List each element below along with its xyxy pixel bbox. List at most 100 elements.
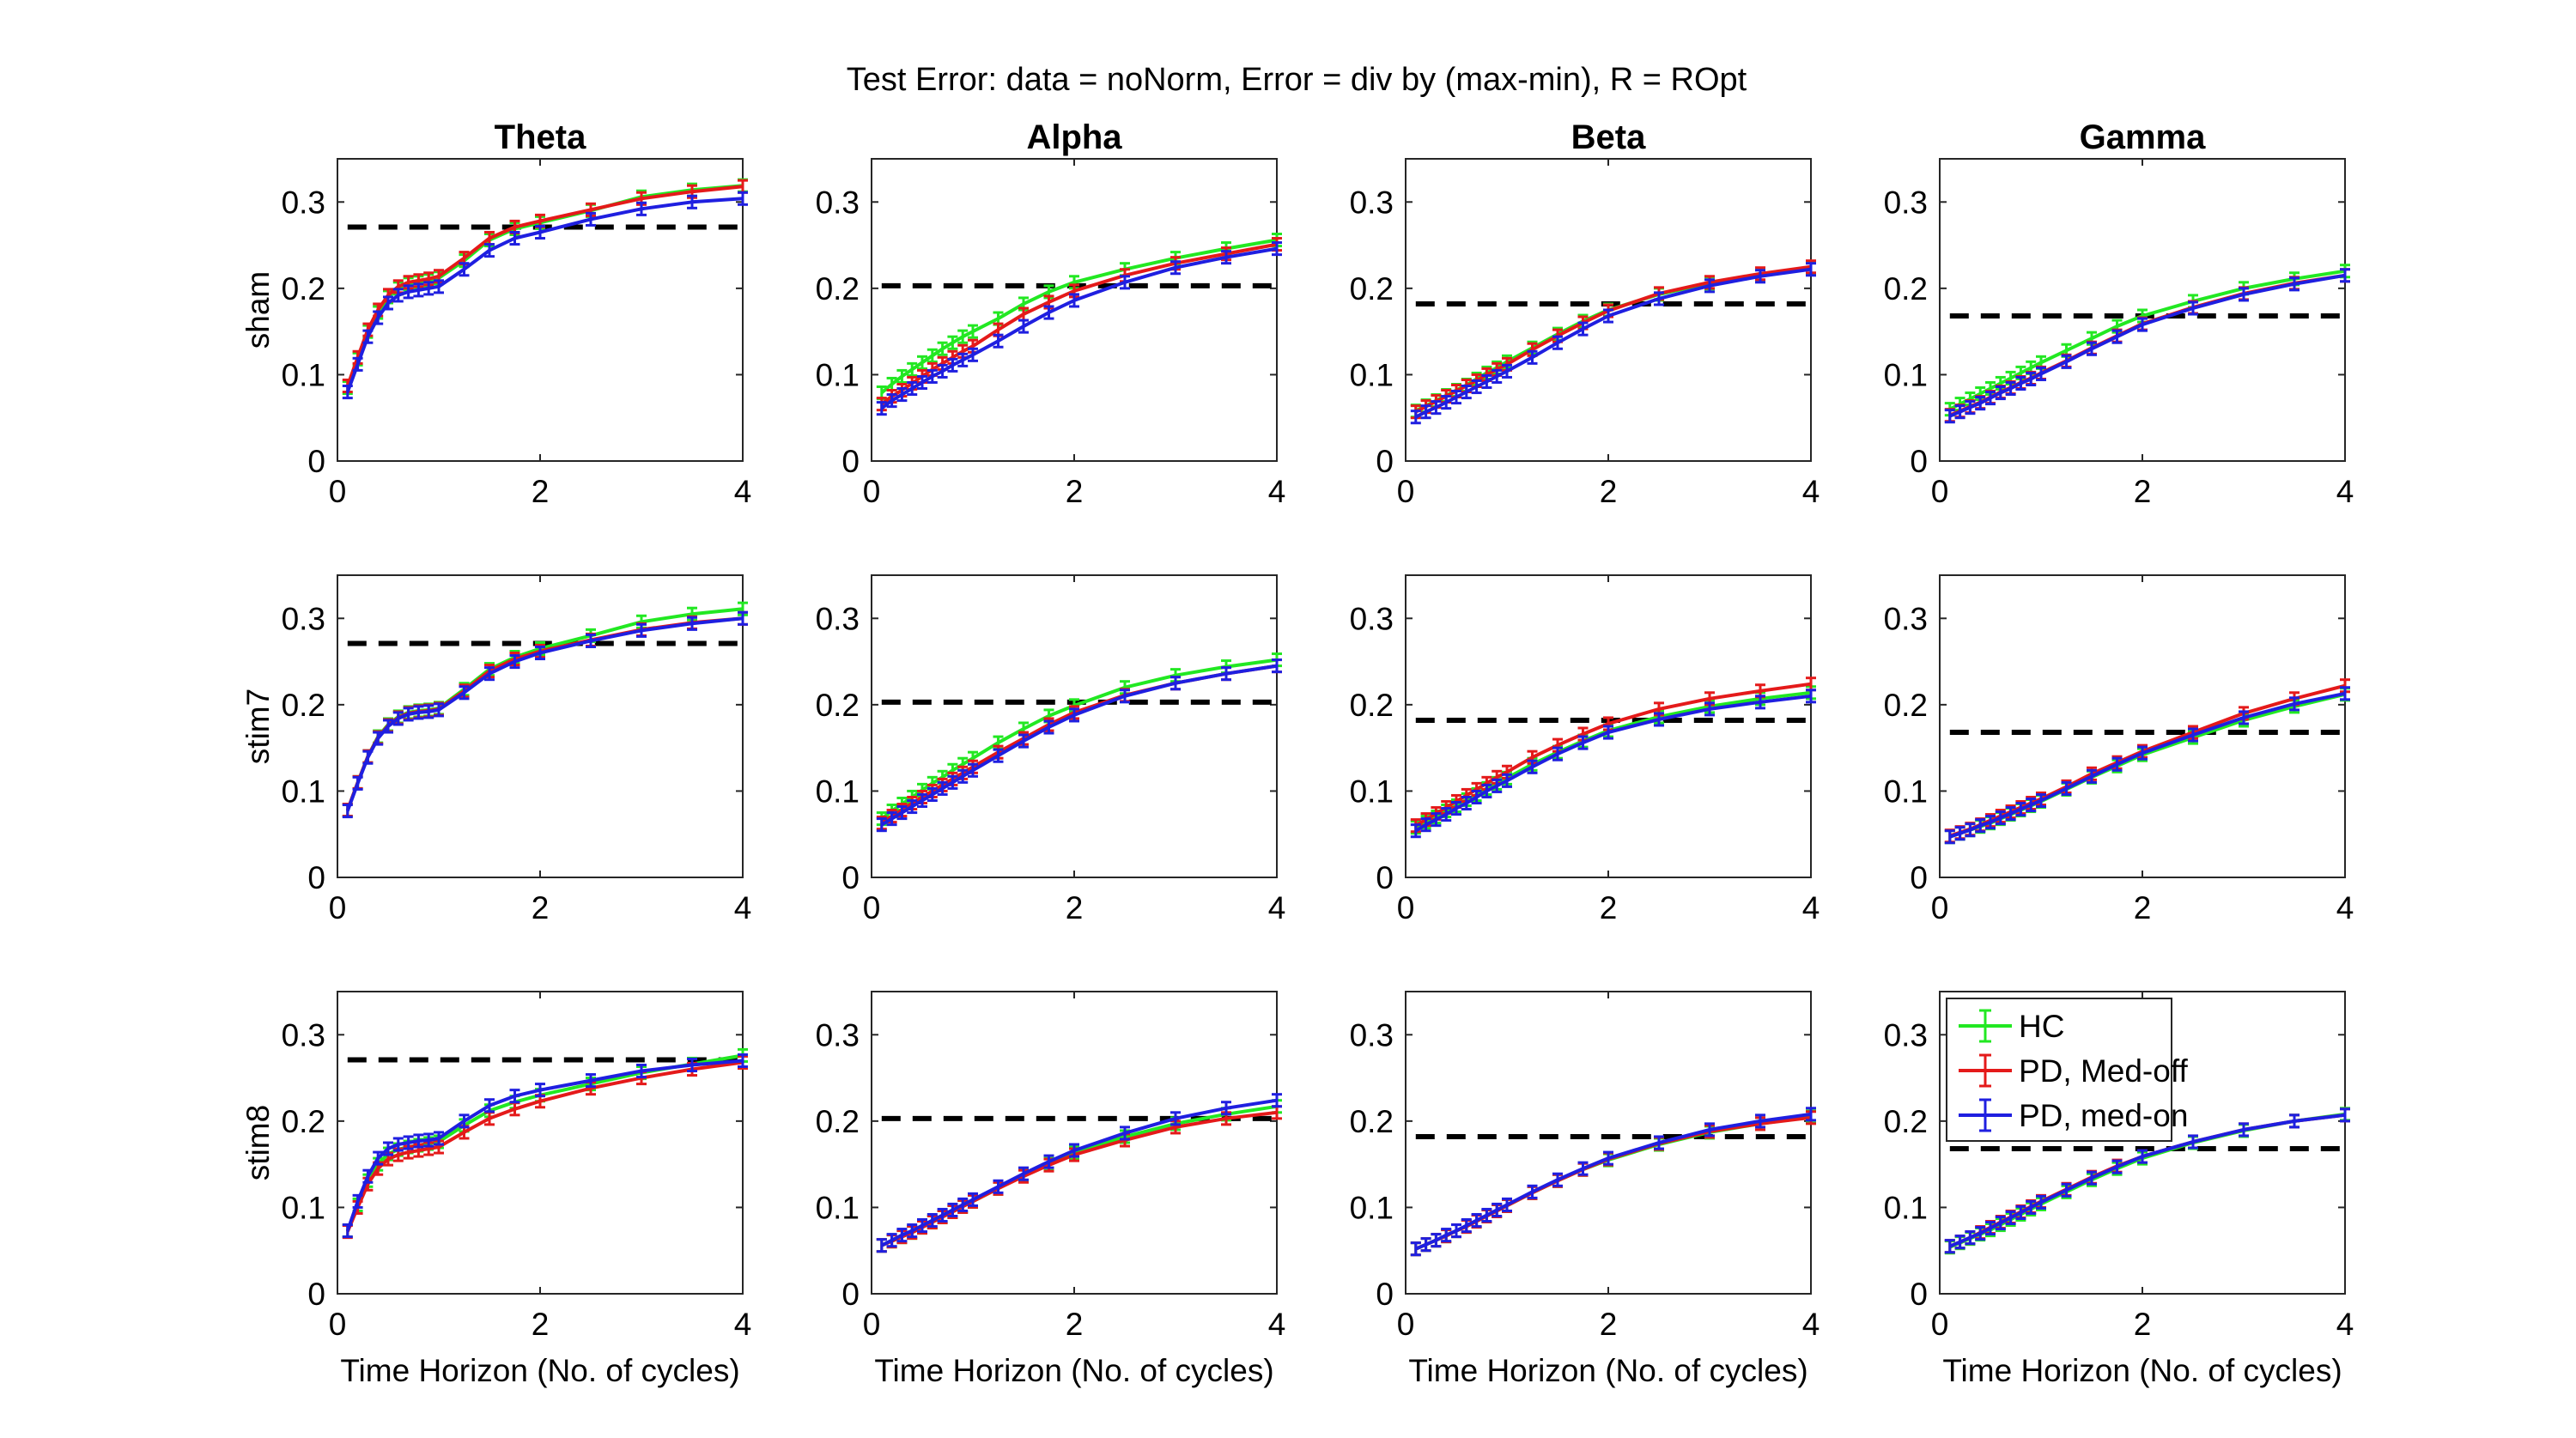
series-line [1949,1113,2346,1248]
x-tick-label: 2 [1066,890,1084,925]
axes-box [1405,991,1812,1295]
error-bar-point [738,1053,748,1068]
error-bar-point [2087,341,2097,356]
error-bar-point [1221,666,1231,682]
error-bar-point [2005,1210,2016,1226]
error-bar-point [907,798,918,815]
error-bar-point [896,368,908,384]
error-bar-point [886,811,897,827]
y-tick-label: 0.2 [1884,688,1928,723]
x-tick-label: 0 [1397,1307,1415,1342]
error-bar-point [1577,735,1589,750]
x-tick-label: 4 [1802,890,1820,925]
error-bar-point [1502,363,1512,379]
panel-sham-alpha: 0 2 4 0 0.1 0.2 0.3 Alpha [816,118,1286,509]
x-tick-label: 0 [1931,890,1949,925]
axes-box [337,574,744,878]
x-tick-label: 4 [734,1307,752,1342]
y-tick-label: 0.3 [1350,1017,1394,1053]
y-tick-label: 0.1 [1884,774,1928,809]
error-bar-point [1975,1226,1986,1241]
error-bar-point [362,1168,374,1184]
error-bar-point [1954,404,1965,420]
error-bar-point [2061,1182,2072,1198]
error-bar-point [917,792,927,809]
error-bar-point [342,804,353,819]
x-tick-label: 4 [1268,1307,1286,1342]
error-bar-point [993,1179,1004,1194]
error-bar-point [423,1132,434,1148]
error-bar-point [1603,725,1613,740]
error-bar-point [2026,1199,2037,1215]
legend-entry-hc: HC [1959,1009,2064,1044]
column-title: Beta [1571,118,1646,156]
y-tick-label: 0.3 [1350,185,1394,220]
x-tick-label: 4 [1268,474,1286,509]
error-bar-point [1965,822,1976,838]
x-tick-label: 4 [2336,890,2354,925]
y-tick-label: 0 [307,444,325,479]
series-pd-med-on [1410,262,1816,425]
error-bar-point [1502,1197,1512,1212]
subplot-grid: 0 2 4 0 0.1 0.2 0.3 Theta sham 0 2 4 0 0.1 0.2 0.3 Alpha… [240,118,2354,1388]
x-tick-label: 2 [1600,890,1618,925]
x-tick-label: 2 [532,890,550,925]
error-bar-point [1806,262,1816,277]
x-axis-label: Time Horizon (No. of cycles) [874,1353,1273,1388]
axes-box [871,574,1278,878]
error-bar-point [927,786,938,802]
error-bar-point [1170,676,1181,691]
y-tick-label: 0.2 [816,688,860,723]
error-bar-point [2188,727,2198,743]
x-tick-label: 2 [1600,474,1618,509]
error-bar-point [1527,759,1538,774]
error-bar-point [886,393,897,409]
y-tick-label: 0.3 [1884,601,1928,636]
error-bar-point [1410,823,1421,839]
error-bar-point [1420,817,1431,833]
error-bar-point [1704,701,1715,717]
error-bar-point [1170,260,1181,276]
error-bar-point [1577,1161,1589,1176]
error-bar-point [927,348,938,363]
series-pd-med-on [342,191,748,400]
y-tick-label: 0.3 [282,1017,325,1053]
error-bar-point [2111,756,2123,772]
error-bar-point [423,281,434,296]
error-bar-point [907,1223,918,1239]
x-tick-label: 0 [1931,1307,1949,1342]
error-bar-point [373,1150,384,1166]
error-bar-point [907,361,918,377]
x-tick-label: 0 [329,1307,347,1342]
series-pd-med-on [876,241,1282,416]
y-tick-label: 0 [307,860,325,895]
panel-stim7-beta: 0 2 4 0 0.1 0.2 0.3 [1350,574,1820,925]
error-bar-point [917,374,927,391]
y-tick-label: 0.2 [1350,1104,1394,1139]
series-line [345,1060,744,1233]
x-tick-label: 0 [863,1307,881,1342]
row-label: stim8 [240,1105,276,1180]
error-bar-point [352,775,363,791]
panel-sham-theta: 0 2 4 0 0.1 0.2 0.3 Theta sham [240,118,751,509]
error-bar-point [993,748,1004,763]
y-tick-label: 0.2 [282,271,325,306]
error-bar-point [1944,1239,1955,1254]
error-bar-point [1441,1228,1452,1243]
error-bar-point [383,719,393,734]
error-bar-point [1654,291,1664,306]
y-tick-label: 0.1 [1350,357,1394,392]
row-label: sham [240,271,276,349]
error-bar-point [1120,275,1130,290]
error-bar-point [1755,695,1765,710]
y-tick-label: 0.2 [282,688,325,723]
error-bar-point [876,1238,887,1253]
error-bar-point [1502,773,1512,788]
x-axis-label: Time Horizon (No. of cycles) [1408,1353,1807,1388]
series-line [1414,267,1812,419]
error-bar-point [947,774,958,790]
error-bar-point [434,702,444,718]
error-bar-point [459,685,470,701]
x-tick-label: 4 [2336,1307,2354,1342]
